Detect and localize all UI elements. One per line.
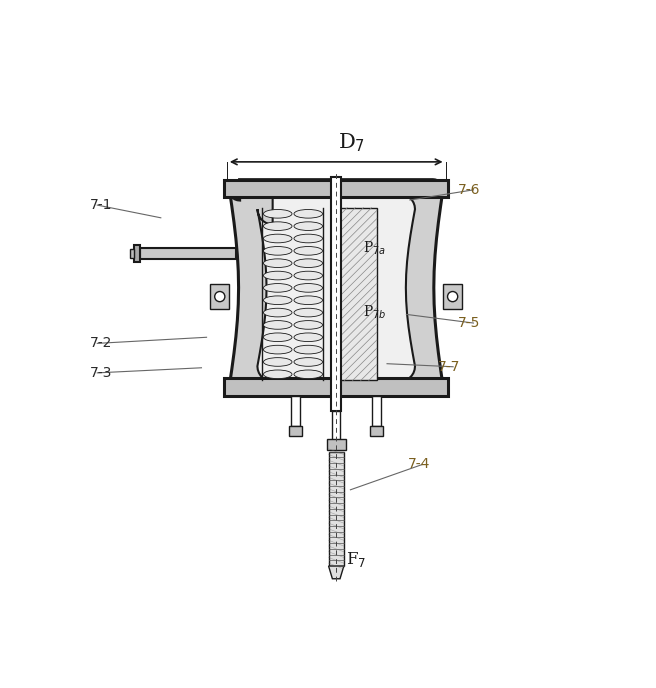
Ellipse shape (294, 271, 323, 280)
Bar (333, 411, 340, 449)
Ellipse shape (294, 358, 323, 366)
Text: P$_{7b}$: P$_{7b}$ (363, 303, 386, 321)
Ellipse shape (294, 222, 323, 230)
Text: 7-7: 7-7 (438, 360, 461, 374)
Ellipse shape (264, 370, 292, 378)
Text: 7-2: 7-2 (90, 336, 113, 350)
Ellipse shape (264, 321, 292, 330)
Polygon shape (329, 566, 344, 579)
Ellipse shape (294, 296, 323, 305)
Ellipse shape (264, 209, 292, 218)
Bar (443, 284, 462, 310)
Ellipse shape (294, 333, 323, 342)
Ellipse shape (264, 333, 292, 342)
Bar (140, 248, 236, 259)
Text: F$_7$: F$_7$ (346, 550, 367, 569)
Bar (373, 396, 381, 427)
Bar (327, 439, 346, 450)
Ellipse shape (294, 234, 323, 243)
Ellipse shape (264, 358, 292, 366)
Ellipse shape (264, 271, 292, 280)
Bar (329, 451, 344, 566)
Bar (291, 396, 300, 427)
Text: 7-3: 7-3 (90, 366, 113, 380)
Text: 7-6: 7-6 (458, 183, 481, 197)
Ellipse shape (264, 283, 292, 292)
Bar (331, 177, 341, 411)
Text: 7-4: 7-4 (407, 458, 430, 471)
Ellipse shape (294, 308, 323, 317)
Ellipse shape (294, 370, 323, 378)
Polygon shape (230, 180, 443, 396)
Bar (134, 245, 140, 262)
Ellipse shape (294, 246, 323, 255)
Ellipse shape (294, 321, 323, 330)
Ellipse shape (294, 345, 323, 354)
Ellipse shape (294, 209, 323, 218)
Text: D$_7$: D$_7$ (338, 131, 365, 153)
Polygon shape (257, 194, 415, 382)
Text: P$_{7a}$: P$_{7a}$ (363, 239, 386, 257)
Ellipse shape (264, 345, 292, 354)
Ellipse shape (264, 246, 292, 255)
Ellipse shape (264, 259, 292, 268)
Bar (224, 378, 448, 396)
Ellipse shape (264, 222, 292, 230)
Ellipse shape (294, 259, 323, 268)
Ellipse shape (264, 308, 292, 317)
Bar (224, 180, 448, 197)
Circle shape (447, 292, 458, 301)
Bar (289, 427, 302, 436)
Bar (210, 284, 230, 310)
Bar (131, 249, 134, 258)
Text: 7-1: 7-1 (90, 198, 113, 212)
Ellipse shape (294, 283, 323, 292)
Bar (370, 427, 384, 436)
Text: 7-5: 7-5 (458, 316, 481, 330)
Ellipse shape (264, 234, 292, 243)
Ellipse shape (264, 296, 292, 305)
Bar (331, 208, 377, 380)
Circle shape (215, 292, 225, 301)
